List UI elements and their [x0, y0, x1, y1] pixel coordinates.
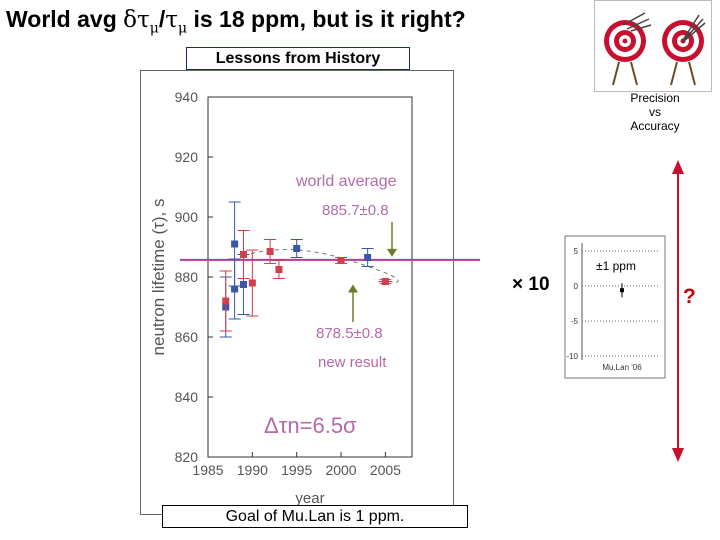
x-axis-label: year	[295, 490, 324, 507]
neutron-lifetime-plot-frame	[140, 70, 454, 515]
world-average-value-annotation: 885.7±0.8	[322, 202, 389, 219]
plot-axes-frame	[207, 96, 413, 458]
red-data-point	[219, 270, 232, 332]
new-result-annotation: new result	[318, 354, 387, 371]
x-tick-label: 2000	[325, 462, 356, 478]
lessons-from-history-label: Lessons from History	[186, 47, 410, 70]
inset-frame	[564, 235, 666, 379]
question-mark-label: ?	[683, 285, 696, 308]
delta-tau-annotation: Δτn=6.5σ	[264, 413, 357, 438]
targets-image	[594, 0, 712, 92]
red-data-point	[237, 230, 250, 279]
y-tick-label: 880	[175, 269, 199, 285]
world-average-annotation: world average	[295, 173, 397, 190]
y-tick-label: 900	[175, 209, 199, 225]
red-data-point	[335, 257, 348, 264]
inset-y-tick-label: -5	[571, 317, 579, 326]
red-data-point	[379, 278, 392, 285]
blue-data-point	[290, 239, 303, 258]
red-data-point	[272, 260, 285, 279]
x-tick-label: 2005	[370, 462, 401, 478]
times-ten-label: × 10	[512, 274, 550, 295]
x-tick-label: 1990	[237, 462, 268, 478]
page-title: World avg δτμ/τμ is 18 ppm, but is it ri…	[6, 6, 466, 37]
y-tick-label: 920	[175, 149, 199, 165]
inset-y-tick-label: -10	[566, 352, 578, 361]
x-tick-label: 1995	[281, 462, 312, 478]
inset-y-tick-label: 5	[574, 247, 579, 256]
red-data-point	[264, 239, 277, 264]
target-icon-right	[662, 14, 706, 86]
y-tick-label: 840	[175, 389, 199, 405]
inset-data-point	[620, 283, 624, 298]
y-tick-label: 860	[175, 329, 199, 345]
precision-vs-accuracy-label: Precision vs Accuracy	[630, 91, 680, 133]
mu-subscript: μ	[149, 20, 159, 37]
y-tick-label: 940	[175, 89, 199, 105]
delta-symbol: δ	[123, 7, 138, 33]
big-double-arrow	[672, 160, 684, 462]
target-icon-left	[604, 12, 652, 86]
goal-label: Goal of Mu.Lan is 1 ppm.	[162, 505, 468, 528]
y-tick-label: 820	[175, 449, 199, 465]
inset-ppm-annotation: ±1 ppm	[596, 259, 636, 273]
blue-data-point	[228, 258, 241, 320]
new-result-value-annotation: 878.5±0.8	[316, 325, 383, 342]
inset-y-tick-label: 0	[574, 282, 579, 291]
y-axis-label: neutron lifetime (τ), s	[149, 199, 168, 356]
inset-x-label: Mu.Lan '06	[602, 363, 642, 372]
tau-symbol: τ	[137, 7, 150, 33]
blue-data-point	[361, 248, 374, 267]
mu-subscript: μ	[177, 20, 188, 37]
tau-symbol: τ	[165, 7, 178, 33]
red-data-point	[246, 249, 259, 317]
x-tick-label: 1985	[192, 462, 223, 478]
